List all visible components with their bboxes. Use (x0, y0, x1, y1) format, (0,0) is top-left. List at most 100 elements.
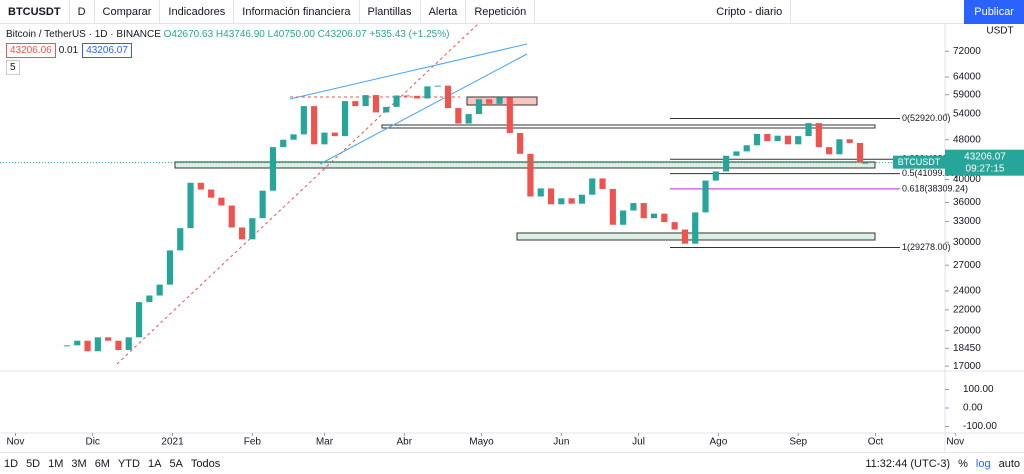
layout-name[interactable]: Cripto - diario (708, 0, 792, 24)
footer: 1D 5D 1M 3M 6M YTD 1A 5A Todos 11:32:44 … (0, 452, 1024, 474)
tool-button[interactable]: Alerta (421, 0, 467, 24)
candle (558, 198, 565, 205)
tool-button[interactable]: Comparar (95, 0, 161, 24)
tool-button[interactable]: Información financiera (234, 0, 360, 24)
candle (434, 85, 441, 87)
y-tick-label: 64000 (953, 72, 981, 83)
range[interactable]: YTD (117, 457, 140, 470)
x-tick-label: Feb (244, 437, 262, 448)
candle (650, 213, 658, 219)
range[interactable]: 6M (94, 457, 110, 470)
candle (197, 182, 204, 190)
range[interactable]: 1A (147, 457, 162, 470)
fib-label: 1(29278.00) (902, 242, 951, 252)
candle (630, 203, 637, 211)
candle (218, 197, 225, 206)
candle (166, 250, 174, 285)
candle (94, 337, 101, 352)
ask: 43206.07 (82, 43, 132, 58)
range[interactable]: Todos (190, 457, 221, 470)
candle (568, 198, 575, 204)
candle (208, 189, 215, 198)
symbol-tag (893, 155, 945, 169)
candle (496, 97, 503, 104)
candle (146, 295, 153, 303)
legend-ohlc: O42670.63 H43746.90 L40750.00 C43206.07 … (163, 29, 450, 40)
candle (280, 139, 287, 148)
candle (383, 106, 390, 113)
candle (862, 162, 869, 164)
legend: Bitcoin / TetherUS · 1D · BINANCE O42670… (6, 28, 449, 75)
candle (125, 337, 132, 351)
candle (826, 147, 833, 155)
clock: 11:32:44 (UTC-3) (865, 457, 951, 470)
candle (764, 133, 771, 142)
candle (784, 135, 792, 145)
candle (815, 123, 822, 148)
y-tick-label: 17000 (953, 361, 981, 372)
percent-toggle[interactable]: % (958, 457, 968, 470)
candle (805, 123, 812, 137)
price-tag-countdown: 09:27:15 (966, 163, 1005, 174)
candle (661, 213, 668, 223)
y-tick-label: 72000 (953, 46, 981, 57)
range[interactable]: 5D (26, 457, 41, 470)
candle (578, 194, 586, 204)
candle (723, 155, 730, 172)
candle (609, 188, 616, 225)
publish-button[interactable]: Publicar (964, 0, 1024, 24)
candle (331, 132, 338, 137)
candle (300, 106, 307, 135)
range[interactable]: 3M (71, 457, 87, 470)
candle (702, 180, 709, 213)
candle (228, 205, 235, 228)
candle (692, 212, 699, 244)
fib-label: 0.618(38309.24) (902, 183, 968, 193)
candle (537, 188, 544, 197)
x-tick-label: Nov (7, 437, 25, 448)
candle (620, 210, 627, 225)
indicator-count[interactable]: 5 (6, 60, 20, 75)
range[interactable]: 1D (4, 457, 19, 470)
candle (238, 227, 246, 240)
candle (856, 142, 864, 163)
tool-button[interactable]: Repetición (466, 0, 536, 24)
candle (115, 340, 122, 351)
spread: 0.01 (58, 45, 79, 56)
tool-button[interactable]: Indicadores (160, 0, 235, 24)
log-toggle[interactable]: log (975, 457, 991, 470)
candle (795, 136, 802, 145)
candle (341, 101, 349, 137)
candle (640, 203, 647, 219)
y-tick-label: 24000 (953, 286, 981, 297)
price-tag-price: 43206.07 (964, 151, 1006, 162)
x-tick-label: Jul (632, 437, 645, 448)
range[interactable]: 1M (48, 457, 64, 470)
y-tick-label: 48000 (953, 134, 981, 145)
y-tick-label: 22000 (953, 305, 981, 316)
channel-line (319, 53, 528, 165)
support-zone (174, 161, 876, 169)
y2-tick-label: 100.00 (963, 384, 994, 395)
x-tick-label: Mayo (469, 437, 494, 448)
y-tick-label: 27000 (953, 260, 981, 271)
candle (671, 222, 678, 230)
range[interactable]: 5A (169, 457, 183, 470)
x-tick-label: Ago (710, 437, 728, 448)
candle (321, 132, 328, 145)
candle (836, 139, 843, 155)
candle (589, 178, 596, 195)
tool-button[interactable]: Plantillas (360, 0, 421, 24)
symbol[interactable]: BTCUSDT (0, 0, 70, 24)
x-tick-label: Mar (316, 437, 334, 448)
toolbar: BTCUSDT D Comparar Indicadores Informaci… (0, 0, 1024, 24)
interval[interactable]: D (70, 0, 95, 24)
candle (444, 85, 452, 109)
y-tick-label: 54000 (953, 109, 981, 120)
y-tick-label: 36000 (953, 197, 981, 208)
auto-toggle[interactable]: auto (998, 457, 1020, 470)
candle (743, 145, 750, 152)
candle (753, 133, 761, 146)
x-tick-label: Abr (396, 437, 412, 448)
price-tag (945, 149, 1024, 176)
